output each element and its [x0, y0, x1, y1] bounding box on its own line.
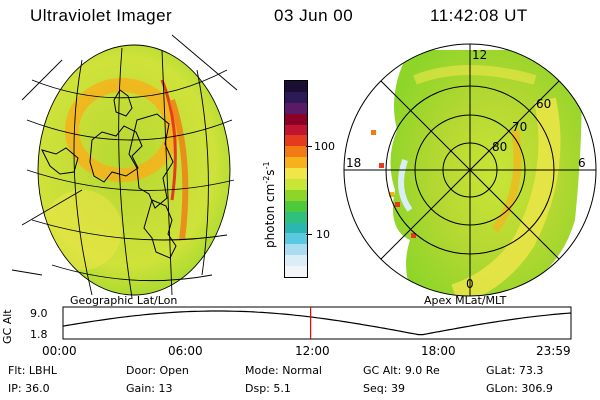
- info-value: 9.0 Re: [404, 364, 440, 377]
- info-key: Gain:: [126, 382, 155, 395]
- info-value: 73.3: [518, 364, 544, 377]
- info-gain: Gain: 13: [126, 382, 173, 395]
- altitude-curve: [62, 310, 572, 336]
- colorbar-swatch: [285, 124, 307, 136]
- colorbar-tick-mark: [306, 234, 312, 235]
- apex-polar-plot: [343, 43, 597, 297]
- info-value: Normal: [282, 364, 322, 377]
- info-key: Dsp:: [245, 382, 270, 395]
- info-glat: GLat: 73.3: [486, 364, 543, 377]
- info-key: Seq:: [363, 382, 388, 395]
- colorbar-swatch: [285, 244, 307, 256]
- timeline-y-tick-high: 9.0: [30, 307, 48, 320]
- colorbar-swatch: [285, 255, 307, 267]
- info-mode: Mode: Normal: [245, 364, 322, 377]
- colorbar-swatch: [285, 211, 307, 223]
- timeline-y-tick-low: 1.8: [30, 328, 48, 341]
- info-glon: GLon: 306.9: [486, 382, 553, 395]
- info-key: Mode:: [245, 364, 279, 377]
- info-gc-alt: GC Alt: 9.0 Re: [363, 364, 440, 377]
- colorbar-swatch: [285, 102, 307, 114]
- mlat-label-60: 60: [536, 97, 552, 111]
- altitude-timeline-plot: [62, 306, 572, 340]
- colorbar-swatch: [285, 146, 307, 158]
- timeline-x-tick-1800: 18:00: [421, 344, 456, 358]
- info-value: 13: [158, 382, 173, 395]
- mlat-label-80: 80: [492, 140, 508, 154]
- colorbar-unit-label: photon cm-2s-1: [262, 161, 277, 248]
- mlt-label-0: 0: [466, 277, 474, 291]
- colorbar-tick-100: 100: [314, 140, 335, 153]
- colorbar-swatch: [285, 157, 307, 169]
- info-flt: Flt: LBHL: [8, 364, 57, 377]
- timeline-y-label: GC Alt: [1, 309, 14, 344]
- timeline-x-tick-0600: 06:00: [168, 344, 203, 358]
- info-key: GLat:: [486, 364, 516, 377]
- colorbar-tick-10: 10: [316, 228, 330, 241]
- colorbar-tick-mark: [306, 146, 312, 147]
- color-scale-bar: [284, 80, 308, 278]
- info-key: Door:: [126, 364, 156, 377]
- info-value: LBHL: [28, 364, 57, 377]
- timeline-x-tick-2359: 23:59: [536, 344, 571, 358]
- colorbar-swatch: [285, 200, 307, 212]
- info-key: Flt:: [8, 364, 26, 377]
- unit-text: photon cm: [263, 183, 277, 248]
- timeline-frame: [62, 306, 572, 340]
- colorbar-swatch: [285, 179, 307, 190]
- info-key: GLon:: [486, 382, 518, 395]
- colorbar-swatch: [285, 135, 307, 147]
- date-label: 03 Jun 00: [274, 6, 354, 25]
- colorbar-swatch: [285, 113, 307, 125]
- colorbar-swatch: [285, 266, 307, 278]
- unit-sup: -1: [262, 161, 271, 170]
- colorbar-swatch: [285, 222, 307, 234]
- info-dsp: Dsp: 5.1: [245, 382, 291, 395]
- instrument-title: Ultraviolet Imager: [30, 6, 173, 25]
- colorbar-swatch: [285, 81, 307, 92]
- info-value: 5.1: [273, 382, 291, 395]
- colorbar-swatch: [285, 189, 307, 201]
- info-door: Door: Open: [126, 364, 189, 377]
- apex-panel-label: Apex MLat/MLT: [424, 294, 507, 307]
- geographic-panel-label: Geographic Lat/Lon: [70, 294, 178, 307]
- unit-text: s: [263, 169, 277, 176]
- info-seq: Seq: 39: [363, 382, 405, 395]
- time-label: 11:42:08 UT: [430, 6, 528, 25]
- info-value: Open: [159, 364, 189, 377]
- mlt-label-18: 18: [346, 156, 362, 170]
- unit-sup: -2: [262, 175, 271, 184]
- info-value: 306.9: [521, 382, 553, 395]
- mlat-label-70: 70: [512, 120, 528, 134]
- mlt-label-12: 12: [472, 48, 488, 62]
- info-value: 39: [390, 382, 405, 395]
- colorbar-swatch: [285, 233, 307, 245]
- info-value: 36.0: [25, 382, 50, 395]
- mlt-label-6: 6: [578, 156, 586, 170]
- info-key: GC Alt:: [363, 364, 402, 377]
- info-key: IP:: [8, 382, 22, 395]
- timeline-x-tick-1200: 12:00: [295, 344, 330, 358]
- timeline-x-tick-0000: 00:00: [42, 344, 77, 358]
- info-ip: IP: 36.0: [8, 382, 50, 395]
- geographic-aurora-image: [11, 34, 238, 299]
- colorbar-swatch: [285, 91, 307, 103]
- colorbar-swatch: [285, 168, 307, 180]
